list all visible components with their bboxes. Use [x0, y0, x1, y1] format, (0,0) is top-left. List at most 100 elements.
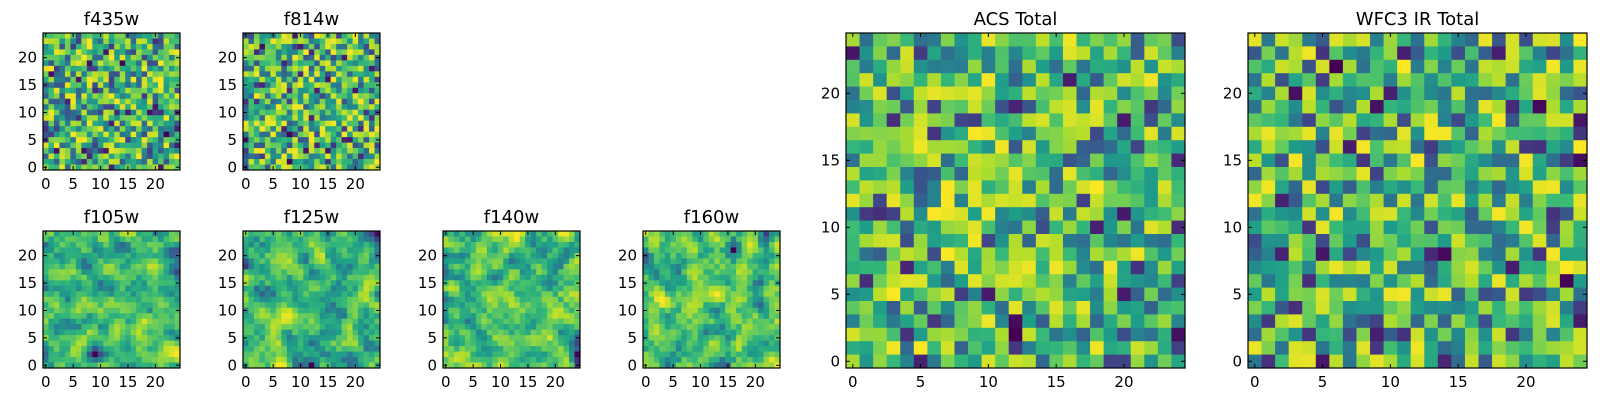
heatmap-cell	[297, 93, 304, 100]
heatmap-cell	[927, 274, 942, 288]
heatmap-cell	[563, 357, 570, 363]
heatmap-cell	[86, 285, 93, 292]
heatmap-cell	[670, 258, 677, 265]
heatmap-cell	[303, 115, 310, 122]
heatmap-cell	[719, 296, 726, 303]
heatmap-cell	[503, 231, 510, 237]
heatmap-cell	[558, 324, 564, 331]
heatmap-cell	[152, 126, 159, 133]
heatmap-cell	[995, 247, 1010, 262]
heatmap-cell	[358, 120, 364, 127]
x-tick-label: 15	[1047, 373, 1066, 391]
heatmap-cell	[1130, 86, 1145, 101]
heatmap-cell	[1424, 193, 1439, 208]
heatmap-cell	[873, 100, 888, 114]
heatmap-cell	[752, 313, 759, 320]
heatmap-cell	[119, 109, 126, 116]
heatmap-cell	[248, 159, 255, 165]
heatmap-cell	[1022, 167, 1037, 181]
heatmap-cell	[53, 65, 60, 72]
heatmap-cell	[1275, 167, 1290, 181]
heatmap-cell	[497, 241, 504, 248]
heatmap-cell	[448, 291, 455, 298]
heatmap-cell	[75, 280, 82, 287]
heatmap-cell	[136, 351, 143, 358]
heatmap-cell	[264, 54, 271, 61]
heatmap-cell	[152, 93, 159, 100]
heatmap-cell	[558, 329, 564, 336]
heatmap-cell	[275, 164, 282, 171]
heatmap-cell	[174, 263, 181, 270]
heatmap-cell	[692, 291, 699, 298]
heatmap-cell	[675, 263, 682, 270]
heatmap-cell	[675, 236, 682, 243]
heatmap-cell	[59, 329, 66, 336]
y-tick-label: 20	[18, 49, 37, 67]
heatmap-cell	[152, 329, 159, 336]
heatmap-cell	[141, 115, 148, 122]
heatmap-cell	[259, 54, 266, 61]
heatmap-cell	[763, 335, 770, 341]
heatmap-cell	[725, 280, 732, 287]
heatmap-cell	[692, 302, 699, 309]
heatmap-cell	[1315, 113, 1330, 128]
heatmap-cell	[281, 307, 288, 314]
heatmap-cell	[741, 357, 748, 363]
heatmap-cell	[525, 258, 532, 265]
heatmap-cell	[536, 252, 543, 259]
heatmap-cell	[363, 307, 370, 314]
heatmap-cell	[536, 313, 543, 320]
heatmap-cell	[275, 362, 282, 369]
heatmap-cell	[448, 263, 455, 270]
heatmap-cell	[552, 258, 559, 265]
heatmap-cell	[125, 307, 132, 314]
heatmap-cell	[43, 148, 49, 154]
heatmap-cell	[459, 291, 466, 298]
heatmap-cell	[48, 241, 55, 248]
heatmap-cell	[708, 335, 715, 341]
heatmap-cell	[347, 33, 353, 39]
heatmap-cell	[1261, 207, 1276, 221]
heatmap-cell	[319, 296, 326, 303]
heatmap-cell	[358, 98, 364, 105]
heatmap-cell	[286, 71, 293, 78]
heatmap-cell	[774, 274, 781, 281]
heatmap-cell	[341, 76, 348, 83]
heatmap-cell	[363, 263, 370, 270]
heatmap-cell	[486, 313, 493, 320]
heatmap-cell	[492, 302, 499, 309]
heatmap-cell	[303, 318, 310, 325]
heatmap-cell	[53, 307, 60, 314]
heatmap-cell	[1022, 193, 1037, 208]
heatmap-cell	[303, 76, 310, 83]
heatmap-cell	[475, 247, 482, 254]
heatmap-cell	[108, 164, 115, 171]
heatmap-cell	[308, 307, 315, 314]
heatmap-cell	[708, 247, 715, 254]
heatmap-cell	[308, 153, 315, 160]
heatmap-cell	[481, 291, 488, 298]
heatmap-cell	[64, 236, 71, 243]
heatmap-cell	[169, 318, 175, 325]
heatmap-cell	[486, 335, 493, 341]
heatmap-cell	[136, 302, 143, 309]
heatmap-cell	[464, 357, 471, 363]
heatmap-cell	[1532, 33, 1547, 47]
heatmap-cell	[1437, 59, 1452, 74]
heatmap-cell	[846, 167, 860, 181]
heatmap-cell	[940, 287, 955, 302]
heatmap-cell	[1492, 193, 1507, 208]
heatmap-cell	[303, 104, 310, 111]
heatmap-cell	[374, 357, 381, 363]
heatmap-cell	[75, 318, 82, 325]
heatmap-cell	[286, 274, 293, 281]
heatmap-cell	[75, 274, 82, 281]
heatmap-cell	[125, 318, 132, 325]
heatmap-cell	[1035, 180, 1050, 195]
heatmap-cell	[736, 231, 743, 237]
heatmap-cell	[741, 324, 748, 331]
heatmap-cell	[59, 164, 66, 171]
heatmap-cell	[158, 76, 164, 83]
heatmap-cell	[319, 357, 326, 363]
heatmap-cell	[552, 357, 559, 363]
